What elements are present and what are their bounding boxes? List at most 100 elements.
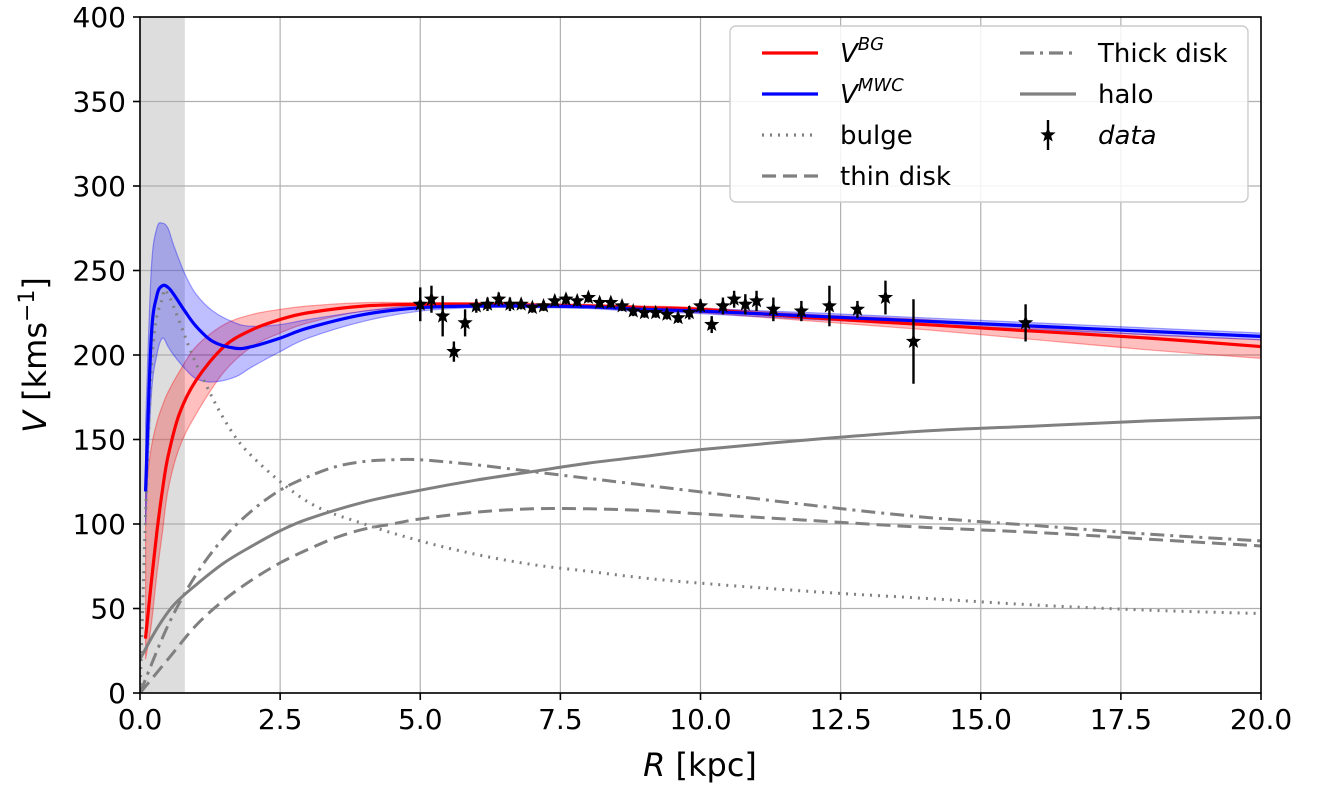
data-point xyxy=(457,309,473,337)
star-marker xyxy=(704,316,720,332)
legend-entry-thick: Thick disk xyxy=(1020,39,1228,69)
x-tick-label: 15.0 xyxy=(950,703,1012,736)
data-point xyxy=(793,300,809,322)
legend-label: Thick disk xyxy=(1097,39,1228,69)
y-tick-label: 350 xyxy=(73,86,126,119)
y-tick-label: 50 xyxy=(90,593,126,626)
y-axis-label: V [kms−1] xyxy=(15,277,54,433)
star-marker xyxy=(659,306,675,321)
star-marker xyxy=(614,297,630,313)
legend-label: thin disk xyxy=(840,162,951,192)
star-marker xyxy=(1017,314,1034,330)
legend-entry-vbg: VBG xyxy=(762,34,884,69)
data-point xyxy=(558,291,574,306)
x-tick-label: 20.0 xyxy=(1230,703,1292,736)
x-tick-label: 10.0 xyxy=(669,703,731,736)
star-marker xyxy=(670,309,686,325)
x-axis-label: R [kpc] xyxy=(643,746,757,784)
data-point xyxy=(905,299,922,384)
data-point xyxy=(603,294,619,310)
legend-entry-data: data xyxy=(1040,120,1157,151)
data-point xyxy=(412,287,428,322)
legend-entry-vmwc: VMWC xyxy=(762,75,904,110)
data-point xyxy=(435,295,451,337)
legend-label: VMWC xyxy=(840,75,904,110)
y-tick-label: 250 xyxy=(73,255,126,288)
star-marker xyxy=(446,343,462,359)
star-marker xyxy=(648,304,664,320)
star-marker xyxy=(580,289,597,305)
line-thick xyxy=(140,457,1261,693)
band-vmwc xyxy=(145,222,1261,525)
legend-label: VBG xyxy=(840,34,884,69)
x-tick-label: 2.5 xyxy=(258,703,303,736)
legend-entry-thin: thin disk xyxy=(762,162,951,192)
legend-label: bulge xyxy=(840,121,913,151)
data-point xyxy=(468,297,484,313)
data-point xyxy=(715,297,731,315)
y-tick-label: 300 xyxy=(73,170,126,203)
legend: VBG VMWC bulge thin disk Thick disk halo data xyxy=(729,25,1249,203)
model-lines xyxy=(140,283,1261,693)
data-points xyxy=(412,280,1034,384)
data-point xyxy=(569,292,585,308)
data-point xyxy=(670,309,686,325)
data-point xyxy=(849,300,866,318)
y-tick-label: 400 xyxy=(73,1,126,34)
legend-entry-bulge: bulge xyxy=(762,121,913,151)
data-point xyxy=(580,289,597,305)
star-marker xyxy=(849,301,866,316)
data-point xyxy=(535,297,552,313)
star-marker xyxy=(468,297,484,313)
legend-label: data xyxy=(1098,121,1157,151)
star-marker xyxy=(726,291,742,306)
data-point xyxy=(726,290,742,308)
y-tick-label: 100 xyxy=(73,508,126,541)
star-marker xyxy=(435,308,451,323)
data-point xyxy=(765,297,781,322)
legend-label: halo xyxy=(1098,80,1154,110)
y-tick-label: 0 xyxy=(108,677,126,710)
star-marker xyxy=(765,301,781,316)
star-marker xyxy=(535,297,552,313)
star-marker xyxy=(457,314,473,330)
star-marker xyxy=(793,303,809,318)
data-point xyxy=(748,290,765,312)
line-vmwc xyxy=(144,283,1261,492)
star-marker xyxy=(681,304,697,320)
data-point xyxy=(648,304,664,320)
data-point xyxy=(659,306,675,321)
data-point xyxy=(423,285,440,313)
data-point xyxy=(446,341,462,362)
data-point xyxy=(877,280,894,315)
y-tick-label: 200 xyxy=(73,339,126,372)
data-point xyxy=(491,291,507,306)
data-point xyxy=(692,297,709,313)
star-marker xyxy=(513,296,529,311)
star-marker xyxy=(625,303,641,318)
data-point xyxy=(502,296,518,312)
star-marker xyxy=(592,294,608,310)
data-point xyxy=(681,304,697,320)
star-marker xyxy=(524,299,540,315)
x-tick-label: 12.5 xyxy=(809,703,871,736)
star-marker xyxy=(692,297,709,313)
data-point xyxy=(636,304,653,320)
data-point xyxy=(1017,304,1034,342)
data-point xyxy=(479,296,496,312)
star-marker xyxy=(502,296,518,311)
star-marker xyxy=(558,291,574,306)
star-marker xyxy=(603,294,619,310)
star-marker xyxy=(821,297,838,313)
line-thin xyxy=(140,506,1261,693)
x-tick-label: 0.0 xyxy=(118,703,163,736)
x-axis-ticks: 0.0 2.5 5.0 7.5 10.0 12.5 15.0 17.5 20.0 xyxy=(118,693,1292,736)
data-point xyxy=(513,296,529,311)
star-marker xyxy=(423,291,440,306)
data-point xyxy=(625,303,641,318)
x-tick-label: 7.5 xyxy=(538,703,583,736)
star-marker xyxy=(636,304,653,320)
x-tick-label: 5.0 xyxy=(398,703,443,736)
data-point xyxy=(592,294,608,310)
